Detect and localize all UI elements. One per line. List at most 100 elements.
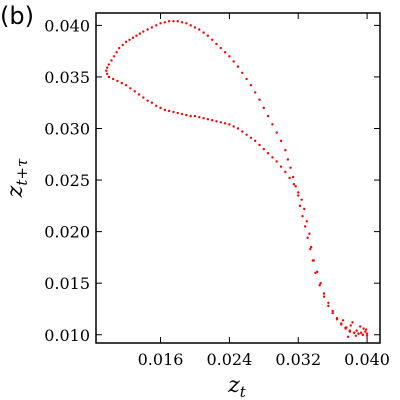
data-point (284, 170, 287, 174)
data-point (146, 28, 149, 31)
data-point (292, 182, 296, 186)
data-point (138, 32, 142, 35)
data-point (322, 292, 326, 295)
data-point (202, 116, 205, 120)
data-point (193, 26, 197, 29)
data-point (202, 31, 205, 34)
data-point (107, 75, 111, 79)
data-point (294, 185, 297, 188)
data-point (163, 108, 167, 112)
data-point (365, 332, 369, 335)
data-point (348, 329, 352, 332)
data-point (275, 131, 278, 134)
data-point (245, 77, 248, 81)
data-point (180, 21, 184, 24)
data-point (314, 271, 317, 275)
y-tick-label: 0.015 (44, 274, 90, 293)
data-point (131, 36, 135, 39)
data-point (228, 123, 231, 126)
data-point (258, 98, 261, 101)
data-point (206, 34, 210, 37)
data-point (206, 118, 210, 121)
data-point (279, 165, 283, 168)
data-point (359, 325, 362, 328)
data-point (105, 72, 109, 76)
data-point (133, 90, 136, 93)
data-point (129, 87, 132, 90)
data-point (189, 24, 192, 27)
data-point (254, 91, 257, 94)
data-point (245, 133, 248, 136)
data-point (305, 220, 309, 223)
ticks-layer (96, 13, 380, 343)
data-point (210, 119, 214, 122)
data-point (198, 28, 201, 31)
data-point (159, 106, 162, 110)
data-point (365, 334, 369, 337)
data-point (327, 301, 330, 304)
data-point (232, 60, 235, 63)
data-point (286, 158, 290, 161)
data-point (167, 20, 171, 23)
y-tick-label: 0.040 (44, 16, 90, 35)
data-point (189, 114, 192, 118)
data-point (142, 30, 145, 33)
data-point (172, 20, 175, 23)
data-point (155, 24, 158, 27)
data-points-layer (105, 20, 369, 339)
data-point (322, 295, 326, 298)
data-point (289, 166, 292, 169)
data-point (124, 83, 128, 87)
data-point (352, 331, 356, 334)
data-point (306, 236, 309, 240)
data-point (331, 311, 334, 315)
data-point (180, 112, 184, 116)
y-tick-label: 0.035 (44, 68, 90, 87)
data-point (258, 143, 261, 147)
data-point (210, 38, 214, 42)
data-point (116, 79, 119, 83)
data-point (219, 121, 222, 124)
y-tick-label: 0.030 (44, 120, 90, 139)
data-point (120, 81, 124, 85)
data-point (193, 114, 197, 118)
data-point (142, 96, 145, 99)
y-tick-label: 0.020 (44, 223, 90, 242)
data-point (357, 332, 360, 335)
data-point (300, 198, 303, 201)
data-point (185, 113, 188, 117)
data-point (319, 281, 322, 285)
data-point (105, 69, 108, 72)
data-point (150, 26, 154, 29)
data-point (351, 321, 354, 324)
data-point (303, 225, 307, 228)
data-point (309, 245, 313, 249)
data-point (355, 329, 358, 332)
data-point (228, 55, 231, 58)
y-axis-label: zt+τ (3, 158, 31, 198)
data-point (163, 21, 167, 24)
data-point (241, 71, 244, 75)
data-point (301, 214, 304, 218)
data-point (112, 55, 116, 58)
data-point (354, 334, 358, 337)
x-tick-label: 0.024 (206, 350, 252, 369)
x-tick-label: 0.016 (138, 350, 184, 369)
data-point (236, 127, 240, 130)
data-point (185, 22, 188, 25)
data-point (146, 99, 149, 102)
data-point (303, 207, 306, 211)
x-tick-label: 0.032 (275, 350, 321, 369)
data-point (359, 331, 363, 334)
tick-labels-layer: 0.016 0.024 0.032 0.040 0.010 0.015 0.020 0.025… (44, 16, 390, 369)
data-point (349, 324, 352, 327)
data-point (345, 326, 348, 329)
data-point (215, 120, 218, 123)
data-point (115, 50, 118, 54)
data-point (105, 66, 109, 69)
data-point (172, 110, 175, 114)
data-point (312, 259, 315, 262)
data-point (266, 152, 270, 155)
data-point (331, 309, 334, 313)
